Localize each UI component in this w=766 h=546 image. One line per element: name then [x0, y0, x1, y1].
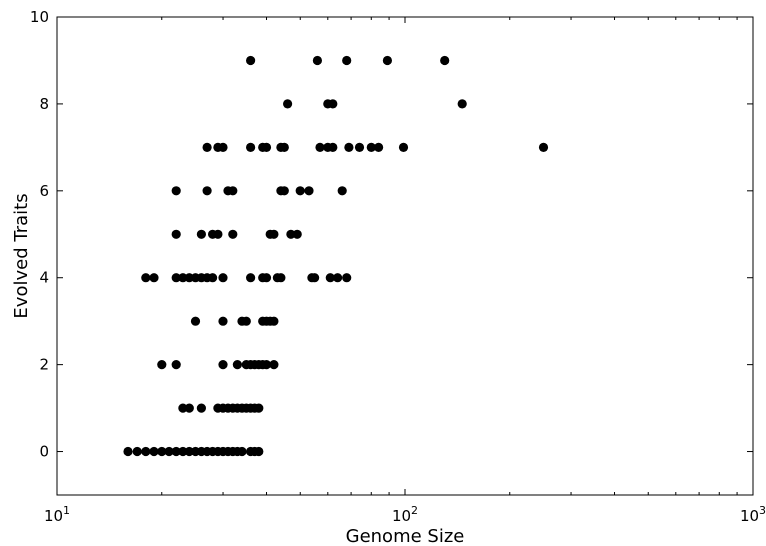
x-tick-label: 101 [44, 504, 70, 525]
data-point [315, 142, 325, 152]
data-point [228, 186, 238, 196]
data-point [171, 360, 181, 370]
data-point [123, 446, 133, 457]
data-point [171, 229, 181, 239]
data-point [457, 99, 467, 109]
data-point [328, 99, 338, 109]
data-point [354, 142, 365, 152]
data-point [218, 316, 228, 326]
data-point [310, 273, 320, 283]
data-point [295, 186, 305, 196]
data-point [261, 142, 272, 152]
data-point [374, 142, 384, 152]
data-point [237, 446, 247, 457]
data-point [141, 273, 151, 283]
y-tick-label: 10 [30, 8, 49, 26]
data-point [196, 229, 206, 239]
data-point [333, 273, 343, 283]
data-point [149, 446, 159, 457]
data-point [538, 142, 549, 152]
y-tick-label: 0 [39, 443, 49, 461]
data-point [218, 273, 228, 283]
data-point [157, 360, 167, 370]
y-axis-ticks: 0 2 4 6 8 10 [30, 8, 753, 461]
data-point [196, 403, 206, 413]
x-axis-label: Genome Size [346, 526, 465, 546]
data-point [157, 446, 167, 457]
data-point [184, 403, 194, 413]
x-axis-ticks: 101 102 103 [44, 17, 766, 525]
data-point [269, 316, 279, 326]
data-point [178, 446, 188, 457]
y-tick-label: 8 [39, 95, 49, 113]
data-point [276, 273, 286, 283]
data-point [342, 273, 352, 283]
data-point [246, 55, 256, 66]
data-point [218, 142, 228, 152]
data-point [440, 55, 450, 66]
data-point [279, 186, 289, 196]
data-point [254, 403, 264, 413]
data-point [269, 229, 279, 239]
data-point [286, 229, 296, 239]
data-point [171, 273, 181, 283]
data-point [171, 446, 181, 457]
data-point [202, 142, 212, 152]
data-point [366, 142, 376, 152]
data-point [171, 186, 181, 196]
y-tick-label: 6 [39, 182, 49, 200]
data-point [164, 446, 174, 457]
data-point [344, 142, 354, 152]
data-point [141, 446, 151, 457]
data-points [123, 55, 549, 457]
data-point [261, 273, 272, 283]
data-point [178, 403, 188, 413]
data-point [283, 99, 293, 109]
data-point [202, 186, 212, 196]
data-point [149, 273, 159, 283]
data-point [337, 186, 347, 196]
data-point [132, 446, 142, 457]
x-tick-label: 103 [740, 504, 766, 525]
y-tick-label: 4 [39, 269, 49, 287]
x-tick-label: 102 [392, 504, 418, 525]
data-point [279, 142, 289, 152]
data-point [261, 360, 272, 370]
data-point [292, 229, 302, 239]
data-point [328, 142, 338, 152]
y-axis-label: Evolved Traits [11, 193, 32, 318]
data-point [312, 55, 322, 66]
data-point [208, 273, 218, 283]
data-point [178, 273, 188, 283]
data-point [218, 360, 228, 370]
data-point [382, 55, 392, 66]
data-point [190, 316, 201, 326]
data-point [228, 229, 238, 239]
data-point [398, 142, 409, 152]
data-point [213, 229, 223, 239]
data-point [325, 273, 335, 283]
data-point [246, 273, 256, 283]
data-point [241, 316, 251, 326]
data-point [246, 142, 256, 152]
y-tick-label: 2 [39, 356, 49, 374]
data-point [304, 186, 314, 196]
data-point [232, 360, 242, 370]
plot-frame [56, 16, 754, 496]
data-point [254, 446, 264, 457]
data-point [342, 55, 352, 66]
data-point [269, 360, 279, 370]
